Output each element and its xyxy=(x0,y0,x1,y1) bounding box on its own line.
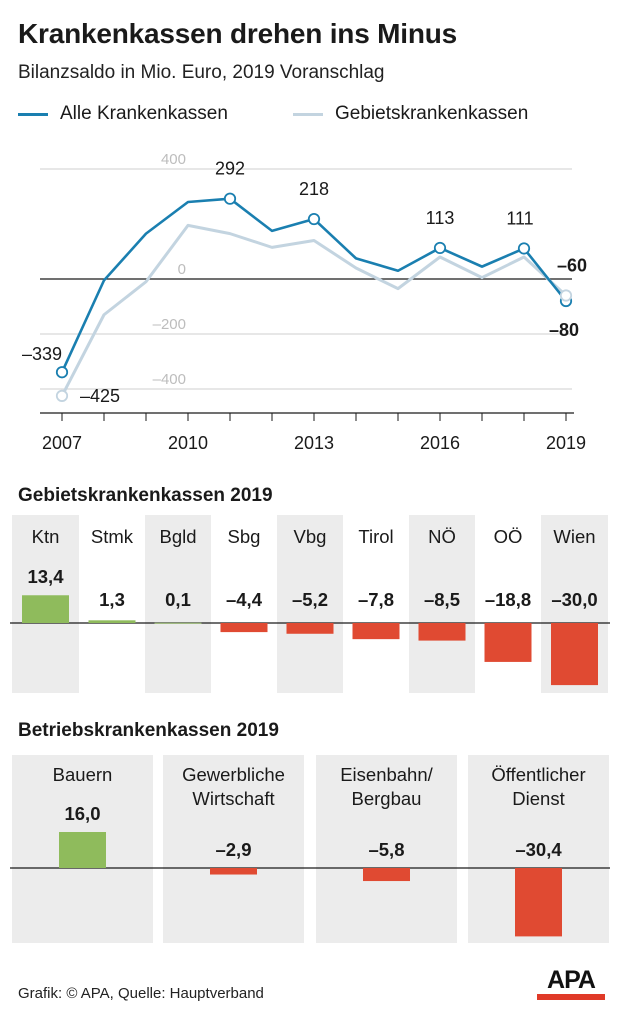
bar xyxy=(484,623,532,662)
bar xyxy=(59,832,106,868)
category-label: Bauern xyxy=(53,764,113,785)
y-tick-label: –200 xyxy=(153,316,186,333)
column-panel xyxy=(163,755,304,943)
data-marker xyxy=(517,242,531,255)
y-tick-label: 0 xyxy=(178,261,186,278)
source-credit: Grafik: © APA, Quelle: Hauptverband xyxy=(18,985,264,1002)
value-label: –5,2 xyxy=(292,589,328,610)
legend-label-gebiet: Gebietskrankenkassen xyxy=(335,103,529,124)
value-label: –5,8 xyxy=(368,839,404,860)
data-marker xyxy=(307,212,321,226)
x-tick-label: 2010 xyxy=(168,433,208,453)
column-panel xyxy=(409,515,475,693)
value-label: –2,9 xyxy=(215,839,251,860)
bar xyxy=(551,623,598,686)
value-label: 1,3 xyxy=(99,589,125,610)
data-label: –425 xyxy=(80,386,120,406)
data-label: 111 xyxy=(506,208,533,228)
x-tick-label: 2016 xyxy=(420,433,460,453)
category-label: Wien xyxy=(553,526,595,547)
category-label: NÖ xyxy=(428,526,456,547)
bar xyxy=(88,620,136,623)
bkk-section-title: Betriebskrankenkassen 2019 xyxy=(18,720,279,741)
category-label: Gewerbliche xyxy=(182,764,285,785)
gkk-bar-chart: Ktn 13,4 Stmk 1,3 Bgld 0,1 Sbg –4,4 Vbg –5,2 Tirol… xyxy=(10,515,610,693)
category-label: Sbg xyxy=(228,526,261,547)
category-label: Stmk xyxy=(91,526,134,547)
bar xyxy=(210,868,257,875)
x-tick-label: 2019 xyxy=(546,433,586,453)
column-panel xyxy=(277,515,343,693)
value-label: 0,1 xyxy=(165,589,191,610)
page-title: Krankenkassen drehen ins Minus xyxy=(18,18,458,49)
category-label: Vbg xyxy=(294,526,327,547)
bkk-bar-chart: Bauern 16,0 Gewerbliche Wirtschaft –2,9 Eisen… xyxy=(10,755,610,943)
bar xyxy=(22,595,69,623)
x-tick-label: 2013 xyxy=(294,433,334,453)
line-chart: 400 0 –200 –400 2007 2010 2013 2016 2019 –339 292 2… xyxy=(22,151,587,453)
data-marker xyxy=(559,289,573,302)
category-label: Öffentlicher xyxy=(491,764,585,785)
value-label: 13,4 xyxy=(27,566,64,587)
category-label: Dienst xyxy=(512,788,564,809)
y-tick-label: –400 xyxy=(153,371,186,388)
column-panel xyxy=(145,515,211,693)
data-label: –60 xyxy=(557,256,587,276)
bar xyxy=(220,623,268,633)
bar xyxy=(363,868,410,882)
data-label: 218 xyxy=(299,179,329,199)
data-marker xyxy=(55,389,69,402)
legend-item-gebiet: Gebietskrankenkassen xyxy=(293,103,528,125)
value-label: –18,8 xyxy=(485,589,531,610)
apa-logo-bar xyxy=(537,994,605,1000)
data-label: –80 xyxy=(549,320,579,340)
apa-logo: APA xyxy=(537,968,605,1000)
value-label: –30,4 xyxy=(515,839,562,860)
column-panel xyxy=(316,755,457,943)
data-marker xyxy=(55,366,69,379)
legend-swatch-gebiet xyxy=(293,112,323,116)
category-label: Tirol xyxy=(358,526,393,547)
bar xyxy=(286,623,334,634)
value-label: 16,0 xyxy=(64,803,100,824)
category-label: Eisenbahn/ xyxy=(340,764,433,785)
category-label: Bgld xyxy=(159,526,196,547)
gkk-section-title: Gebietskrankenkassen 2019 xyxy=(18,485,273,506)
apa-logo-text: APA xyxy=(547,966,596,994)
value-label: –8,5 xyxy=(424,589,460,610)
page-subtitle: Bilanzsaldo in Mio. Euro, 2019 Voranschl… xyxy=(18,62,385,83)
bar xyxy=(515,868,562,937)
legend-swatch-alle xyxy=(18,112,48,116)
value-label: –7,8 xyxy=(358,589,394,610)
bar xyxy=(418,623,466,641)
y-tick-label: 400 xyxy=(161,151,186,168)
bar xyxy=(352,623,400,640)
bar xyxy=(154,622,202,624)
data-label: 292 xyxy=(215,159,245,179)
data-marker xyxy=(223,192,237,205)
data-label: 113 xyxy=(426,208,455,228)
value-label: –4,4 xyxy=(226,589,263,610)
x-tick-label: 2007 xyxy=(42,433,82,453)
data-label: –339 xyxy=(22,344,62,364)
category-label: Wirtschaft xyxy=(192,788,274,809)
legend-label-alle: Alle Krankenkassen xyxy=(60,103,228,124)
data-marker xyxy=(433,241,447,255)
category-label: Bergbau xyxy=(352,788,422,809)
value-label: –30,0 xyxy=(551,589,597,610)
legend-item-alle: Alle Krankenkassen xyxy=(18,103,228,125)
category-label: Ktn xyxy=(32,526,60,547)
series-line-gebietskrankenkassen xyxy=(60,223,568,397)
category-label: OÖ xyxy=(494,526,523,547)
